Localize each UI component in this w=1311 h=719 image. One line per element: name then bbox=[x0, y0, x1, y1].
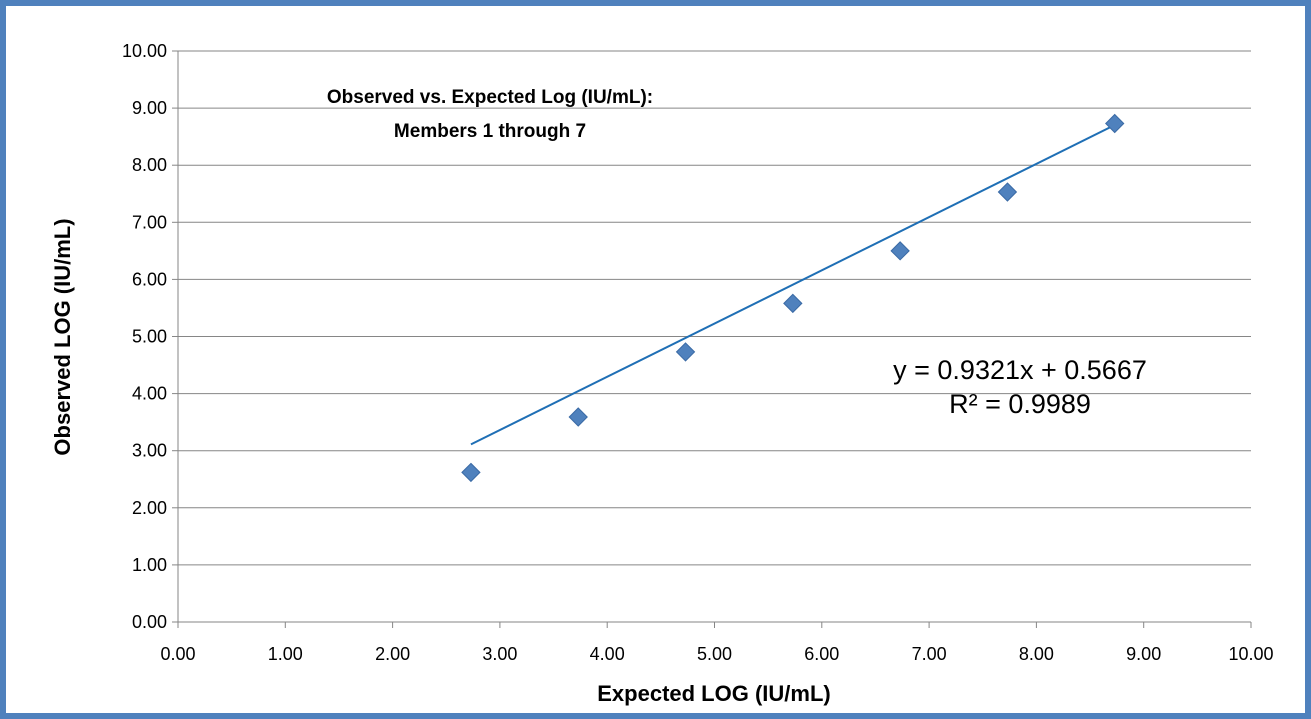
x-tick-label: 3.00 bbox=[482, 644, 517, 664]
y-tick-label: 10.00 bbox=[122, 41, 167, 61]
y-tick-label: 6.00 bbox=[132, 269, 167, 289]
y-tick-label: 2.00 bbox=[132, 498, 167, 518]
data-point bbox=[997, 182, 1018, 202]
x-tick-label: 9.00 bbox=[1126, 644, 1161, 664]
r-squared-label: R² = 0.9989 bbox=[949, 389, 1091, 419]
y-tick-label: 1.00 bbox=[132, 555, 167, 575]
trendline-equation: y = 0.9321x + 0.5667 bbox=[893, 355, 1147, 385]
data-point bbox=[890, 241, 910, 261]
data-point bbox=[1105, 113, 1125, 134]
data-point bbox=[675, 342, 696, 362]
x-tick-label: 1.00 bbox=[268, 644, 303, 664]
y-tick-label: 8.00 bbox=[132, 155, 167, 175]
chart-title-line-1: Observed vs. Expected Log (IU/mL): bbox=[327, 87, 653, 108]
chart-text: Observed vs. Expected Log (IU/mL): Membe… bbox=[50, 87, 1147, 706]
y-tick-label: 0.00 bbox=[132, 612, 167, 632]
x-axis-title: Expected LOG (IU/mL) bbox=[597, 681, 830, 706]
chart-title-line-2: Members 1 through 7 bbox=[394, 121, 586, 142]
data-point bbox=[568, 407, 588, 427]
x-tick-label: 10.00 bbox=[1228, 644, 1273, 664]
y-tick-label: 3.00 bbox=[132, 441, 167, 461]
gridlines bbox=[178, 50, 1251, 566]
y-axis-title: Observed LOG (IU/mL) bbox=[50, 218, 75, 455]
y-tick-label: 7.00 bbox=[132, 212, 167, 232]
y-tick-label: 9.00 bbox=[132, 98, 167, 118]
axes: 0.00 1.00 2.00 3.00 4.00 5.00 6.00 7.00 8.00 9.00… bbox=[122, 41, 1274, 664]
data-point bbox=[461, 462, 481, 483]
x-tick-label: 2.00 bbox=[375, 644, 410, 664]
x-tick-label: 8.00 bbox=[1019, 644, 1054, 664]
data-points bbox=[461, 113, 1125, 483]
y-tick-label: 5.00 bbox=[132, 327, 167, 347]
x-tick-label: 0.00 bbox=[160, 644, 195, 664]
x-tick-label: 4.00 bbox=[590, 644, 625, 664]
data-point bbox=[783, 293, 803, 314]
trendline-layer bbox=[470, 124, 1116, 446]
x-tick-label: 5.00 bbox=[697, 644, 732, 664]
linear-trendline bbox=[470, 124, 1116, 446]
x-tick-label: 6.00 bbox=[804, 644, 839, 664]
x-tick-label: 7.00 bbox=[912, 644, 947, 664]
y-tick-label: 4.00 bbox=[132, 384, 167, 404]
